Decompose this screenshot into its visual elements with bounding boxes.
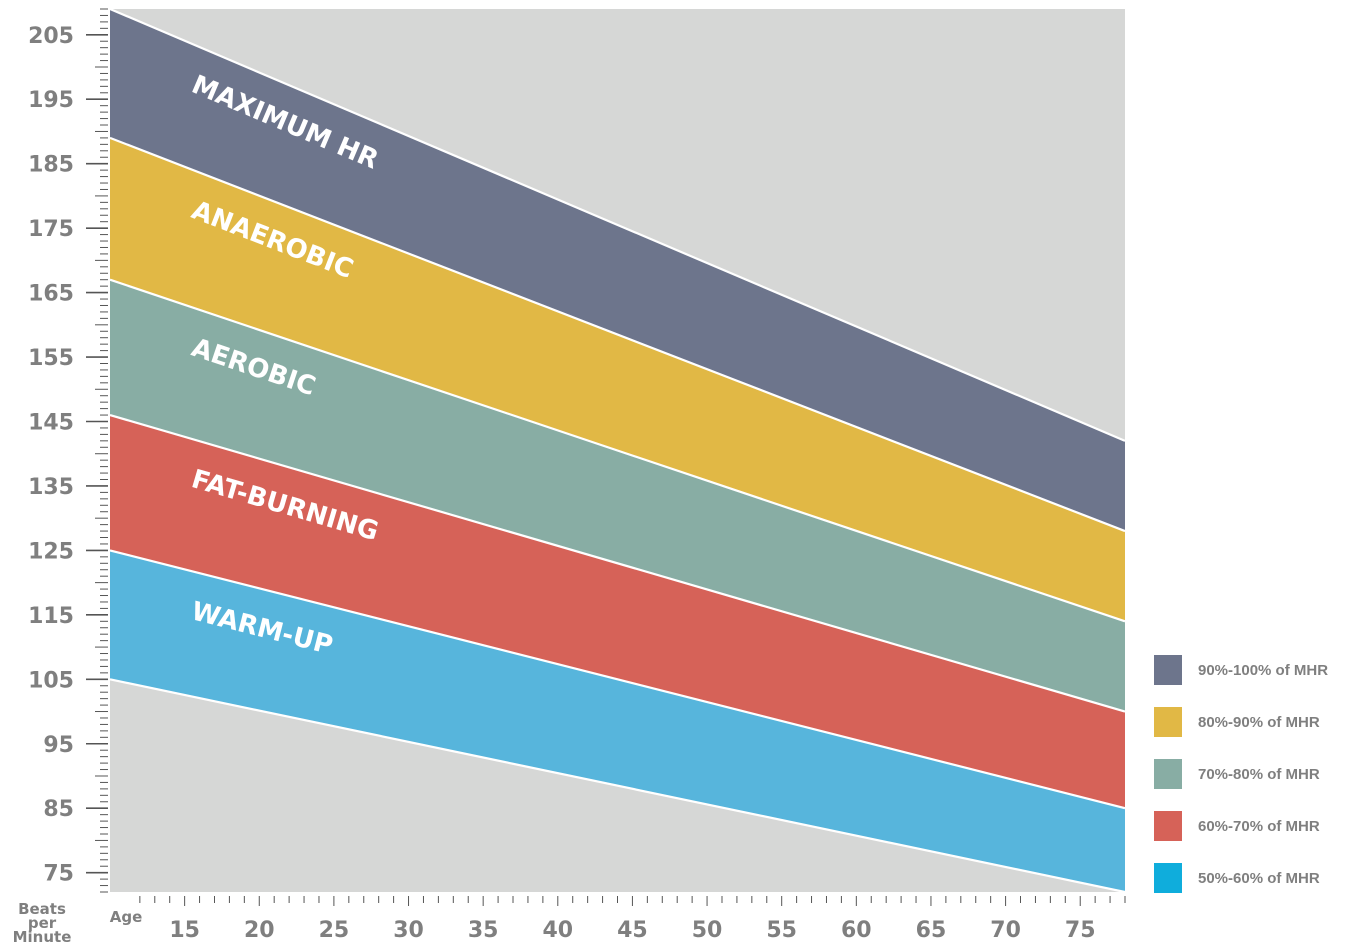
y-tick-label: 175 xyxy=(28,217,74,242)
zone-bands xyxy=(109,7,1126,894)
legend-label: 50%-60% of MHR xyxy=(1198,870,1320,887)
y-axis: 205 195 185 175 165 155 145 135 125 115 105 95 85 75 xyxy=(28,8,108,893)
zone-boundary-line xyxy=(109,136,1126,533)
x-axis: 15 20 25 30 35 40 45 50 55 60 65 70 75 xyxy=(139,896,1126,943)
legend-label: 80%-90% of MHR xyxy=(1198,714,1320,731)
y-tick-label: 185 xyxy=(28,153,74,178)
legend-swatch xyxy=(1154,811,1182,841)
zone-band-aerobic xyxy=(110,279,1125,712)
y-tick-label: 105 xyxy=(28,668,74,693)
y-tick-label: 85 xyxy=(43,797,74,822)
x-tick-label: 40 xyxy=(542,918,573,943)
zone-boundary-line xyxy=(109,549,1126,810)
y-tick-label: 155 xyxy=(28,346,74,371)
y-axis-title-line-2: per xyxy=(28,914,57,932)
y-tick-label: 95 xyxy=(43,733,74,758)
x-tick-label: 55 xyxy=(766,918,797,943)
x-axis-title: Age xyxy=(110,908,143,926)
y-tick-label: 195 xyxy=(28,88,74,113)
y-tick-label: 125 xyxy=(28,539,74,564)
x-tick-label: 60 xyxy=(841,918,872,943)
zone-band-fat-burning xyxy=(110,415,1125,809)
y-axis-title-line-1: Beats xyxy=(18,900,66,918)
legend-swatch xyxy=(1154,759,1182,789)
legend-swatch xyxy=(1154,863,1182,893)
x-tick-label: 15 xyxy=(169,918,200,943)
x-tick-label: 50 xyxy=(692,918,723,943)
y-tick-label: 145 xyxy=(28,410,74,435)
zone-band-warm-up xyxy=(110,550,1125,892)
legend-swatch xyxy=(1154,707,1182,737)
legend-label: 70%-80% of MHR xyxy=(1198,766,1320,783)
y-tick-label: 205 xyxy=(28,24,74,49)
y-axis-title-line-3: Minute xyxy=(13,928,72,944)
zone-band-maximum-hr xyxy=(110,9,1125,532)
y-tick-label: 115 xyxy=(28,604,74,629)
y-tick-label: 135 xyxy=(28,475,74,500)
zone-boundary-line xyxy=(109,678,1126,894)
zone-boundary-line xyxy=(109,413,1126,713)
legend-swatch xyxy=(1154,655,1182,685)
y-tick-label: 165 xyxy=(28,282,74,307)
x-tick-label: 75 xyxy=(1065,918,1096,943)
legend-label: 60%-70% of MHR xyxy=(1198,818,1320,835)
x-tick-label: 35 xyxy=(468,918,499,943)
zone-boundary-line xyxy=(109,278,1126,623)
x-tick-label: 25 xyxy=(319,918,350,943)
legend-label: 90%-100% of MHR xyxy=(1198,662,1328,679)
x-tick-label: 70 xyxy=(990,918,1021,943)
x-tick-label: 20 xyxy=(244,918,275,943)
x-tick-label: 65 xyxy=(916,918,947,943)
x-tick-label: 45 xyxy=(617,918,648,943)
x-tick-label: 30 xyxy=(393,918,424,943)
zone-boundary-line xyxy=(109,7,1126,442)
legend: 90%-100% of MHR 80%-90% of MHR 70%-80% of … xyxy=(1154,655,1328,893)
zone-band-anaerobic xyxy=(110,137,1125,622)
y-tick-label: 75 xyxy=(43,862,74,887)
